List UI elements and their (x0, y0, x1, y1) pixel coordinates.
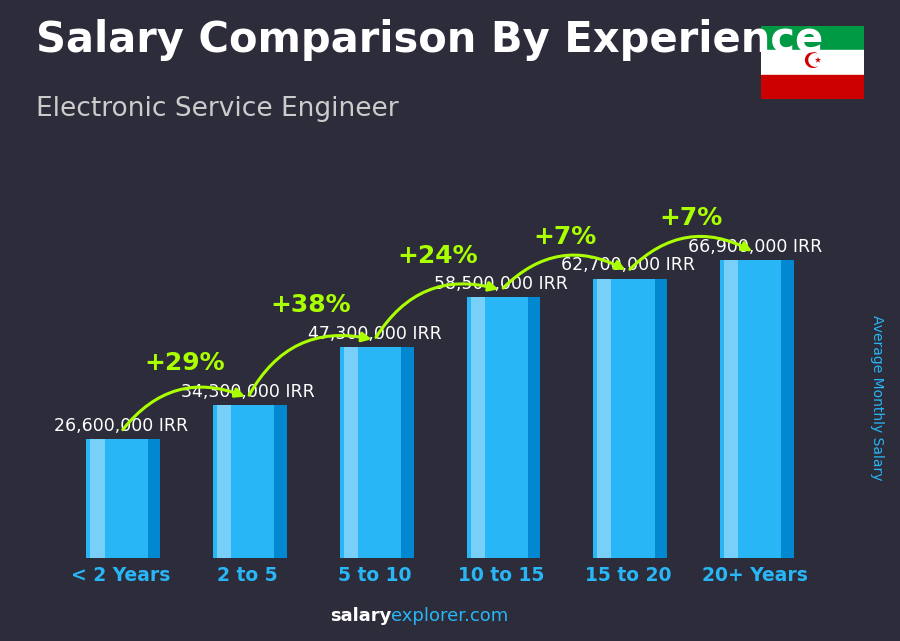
Bar (599, 279, 667, 558)
Text: +7%: +7% (660, 206, 723, 230)
Bar (213, 405, 274, 558)
Bar (217, 405, 231, 558)
Bar (471, 297, 485, 558)
Bar (760, 50, 864, 75)
Text: 62,700,000 IRR: 62,700,000 IRR (561, 256, 695, 274)
Text: ☪: ☪ (802, 53, 823, 72)
Text: 26,600,000 IRR: 26,600,000 IRR (54, 417, 188, 435)
Text: Electronic Service Engineer: Electronic Service Engineer (36, 96, 399, 122)
Bar (720, 260, 781, 558)
Text: +38%: +38% (271, 294, 351, 317)
Text: +24%: +24% (398, 244, 478, 268)
Text: salary: salary (330, 607, 392, 625)
Text: +29%: +29% (144, 351, 225, 376)
Bar (598, 279, 611, 558)
Text: 58,500,000 IRR: 58,500,000 IRR (435, 275, 568, 293)
Text: Salary Comparison By Experience: Salary Comparison By Experience (36, 19, 824, 62)
Bar (760, 75, 864, 99)
Bar (593, 279, 654, 558)
Bar (726, 260, 794, 558)
Bar (220, 405, 287, 558)
Bar (472, 297, 541, 558)
Bar (344, 347, 358, 558)
Text: explorer.com: explorer.com (392, 607, 508, 625)
Bar (466, 297, 528, 558)
Text: 47,300,000 IRR: 47,300,000 IRR (308, 325, 441, 343)
Bar (86, 439, 148, 558)
Bar (760, 26, 864, 50)
Bar (340, 347, 401, 558)
Text: Average Monthly Salary: Average Monthly Salary (870, 315, 885, 480)
Bar (346, 347, 414, 558)
Bar (724, 260, 738, 558)
Bar (93, 439, 160, 558)
Text: 34,300,000 IRR: 34,300,000 IRR (181, 383, 315, 401)
Text: +7%: +7% (533, 225, 596, 249)
Bar (90, 439, 104, 558)
Text: 66,900,000 IRR: 66,900,000 IRR (688, 238, 822, 256)
